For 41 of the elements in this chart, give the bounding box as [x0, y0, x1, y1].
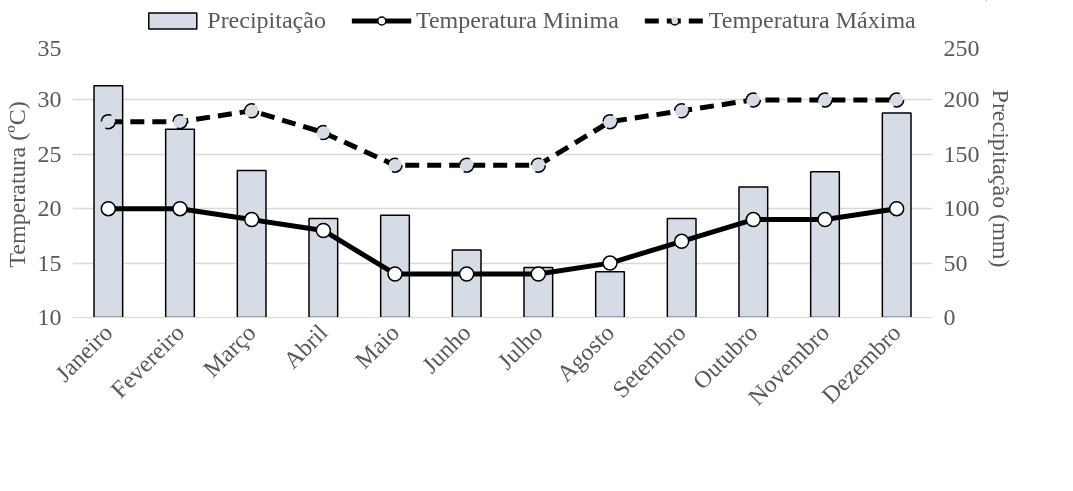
- y-tick-label: 30: [37, 86, 62, 113]
- point: [817, 211, 833, 228]
- point: [387, 157, 403, 173]
- legend-label: Temperatura Minima: [415, 6, 619, 34]
- y2-tick-label: 200: [943, 86, 980, 113]
- y2-tick-label: 100: [943, 195, 980, 222]
- point: [888, 92, 905, 108]
- point: [100, 113, 117, 130]
- y2-tick-label: 0: [943, 304, 956, 330]
- point: [745, 211, 762, 228]
- y-tick-label: 10: [37, 304, 62, 330]
- point: [888, 200, 905, 217]
- point: [172, 113, 188, 130]
- y-tick-label: 35: [37, 34, 62, 61]
- y2-tick-label: 50: [943, 249, 968, 276]
- y2-tick-label: 150: [943, 140, 980, 167]
- point: [673, 103, 690, 119]
- y2-tick-label: 250: [943, 34, 980, 61]
- point: [100, 200, 117, 217]
- point: [243, 211, 260, 228]
- point: [602, 255, 618, 271]
- point: [745, 92, 762, 108]
- point: [315, 124, 332, 141]
- y-tick-label: 20: [37, 195, 62, 222]
- point: [530, 157, 547, 173]
- point: [243, 103, 260, 119]
- point: [817, 92, 833, 108]
- point: [458, 157, 475, 173]
- point: [172, 200, 188, 217]
- point: [530, 266, 547, 282]
- point: [458, 266, 475, 282]
- y-tick-label: 25: [37, 140, 62, 167]
- legend-label: Precipitação: [207, 6, 326, 34]
- point: [602, 113, 618, 130]
- y-axis-title: Temperatura (ºC): [3, 101, 30, 268]
- point: [673, 233, 690, 250]
- y-tick-label: 15: [37, 249, 62, 276]
- y2-axis-title: Precipitação (mm): [987, 89, 1014, 268]
- legend-label: Temperatura Máxima: [708, 6, 916, 34]
- point: [387, 266, 403, 282]
- point: [315, 222, 332, 239]
